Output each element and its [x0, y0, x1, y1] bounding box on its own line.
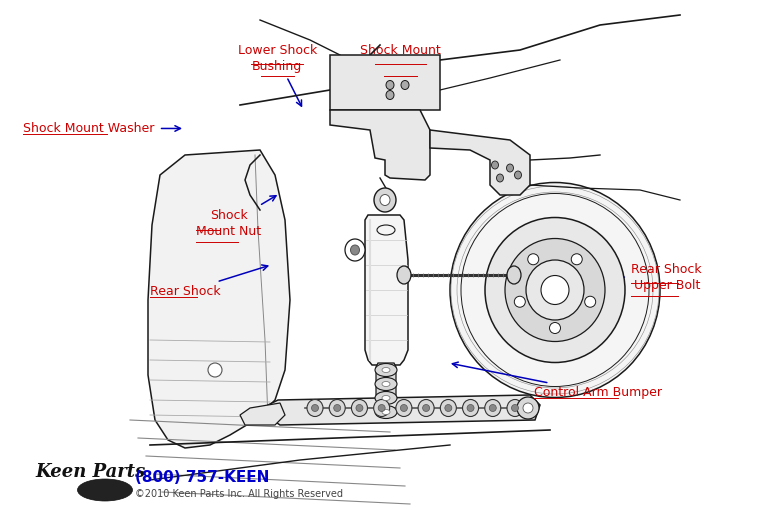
Ellipse shape [330, 399, 345, 416]
Text: Shock Mount Washer: Shock Mount Washer [23, 122, 180, 135]
Polygon shape [240, 403, 285, 425]
Ellipse shape [485, 218, 625, 363]
Ellipse shape [423, 405, 430, 411]
Ellipse shape [418, 399, 434, 416]
Ellipse shape [527, 254, 539, 265]
Ellipse shape [375, 364, 397, 377]
Ellipse shape [507, 399, 523, 416]
Text: Shock
Mount Nut: Shock Mount Nut [196, 196, 276, 238]
Ellipse shape [511, 405, 518, 411]
Ellipse shape [208, 363, 222, 377]
Ellipse shape [491, 161, 498, 169]
Text: Rear Shock
Upper Bolt: Rear Shock Upper Bolt [567, 263, 702, 292]
Text: Rear Shock: Rear Shock [150, 265, 268, 298]
Ellipse shape [445, 405, 452, 411]
Ellipse shape [514, 171, 521, 179]
Ellipse shape [467, 405, 474, 411]
Ellipse shape [307, 399, 323, 416]
Ellipse shape [584, 296, 596, 307]
Text: Keen Parts: Keen Parts [35, 463, 146, 481]
Polygon shape [430, 130, 530, 195]
Ellipse shape [374, 188, 396, 212]
Ellipse shape [382, 367, 390, 372]
Ellipse shape [507, 164, 514, 172]
Ellipse shape [333, 405, 340, 411]
Ellipse shape [571, 254, 582, 265]
Ellipse shape [375, 378, 397, 391]
Ellipse shape [497, 174, 504, 182]
Ellipse shape [78, 479, 132, 501]
Text: Lower Shock
Bushing: Lower Shock Bushing [238, 44, 316, 106]
Ellipse shape [440, 399, 457, 416]
Ellipse shape [450, 182, 660, 397]
Polygon shape [330, 110, 430, 180]
Ellipse shape [350, 245, 360, 255]
Polygon shape [148, 150, 290, 448]
Ellipse shape [386, 91, 394, 99]
Ellipse shape [351, 399, 367, 416]
Polygon shape [376, 363, 396, 398]
Text: Shock Mount
Bracket: Shock Mount Bracket [360, 44, 440, 104]
Ellipse shape [507, 266, 521, 284]
Polygon shape [265, 395, 540, 425]
Ellipse shape [485, 399, 501, 416]
Ellipse shape [397, 266, 411, 284]
Polygon shape [365, 215, 408, 365]
Ellipse shape [463, 399, 479, 416]
Ellipse shape [382, 410, 390, 414]
Ellipse shape [312, 405, 319, 411]
Ellipse shape [523, 403, 533, 413]
Polygon shape [330, 55, 440, 110]
Ellipse shape [489, 405, 497, 411]
Ellipse shape [505, 238, 605, 341]
Text: (800) 757-KEEN: (800) 757-KEEN [135, 469, 270, 484]
Ellipse shape [550, 323, 561, 334]
Ellipse shape [514, 296, 525, 307]
Ellipse shape [373, 399, 390, 416]
Ellipse shape [401, 80, 409, 90]
Ellipse shape [375, 406, 397, 419]
Ellipse shape [382, 396, 390, 400]
Ellipse shape [380, 194, 390, 206]
Ellipse shape [378, 405, 385, 411]
Ellipse shape [526, 260, 584, 320]
Ellipse shape [396, 399, 412, 416]
Ellipse shape [356, 405, 363, 411]
Ellipse shape [345, 239, 365, 261]
Text: Control Arm Bumper: Control Arm Bumper [452, 362, 661, 399]
Ellipse shape [382, 381, 390, 386]
Ellipse shape [400, 405, 407, 411]
Ellipse shape [517, 397, 539, 419]
Text: ©2010 Keen Parts Inc. All Rights Reserved: ©2010 Keen Parts Inc. All Rights Reserve… [135, 489, 343, 499]
Ellipse shape [541, 276, 569, 305]
Ellipse shape [375, 392, 397, 405]
Ellipse shape [386, 80, 394, 90]
